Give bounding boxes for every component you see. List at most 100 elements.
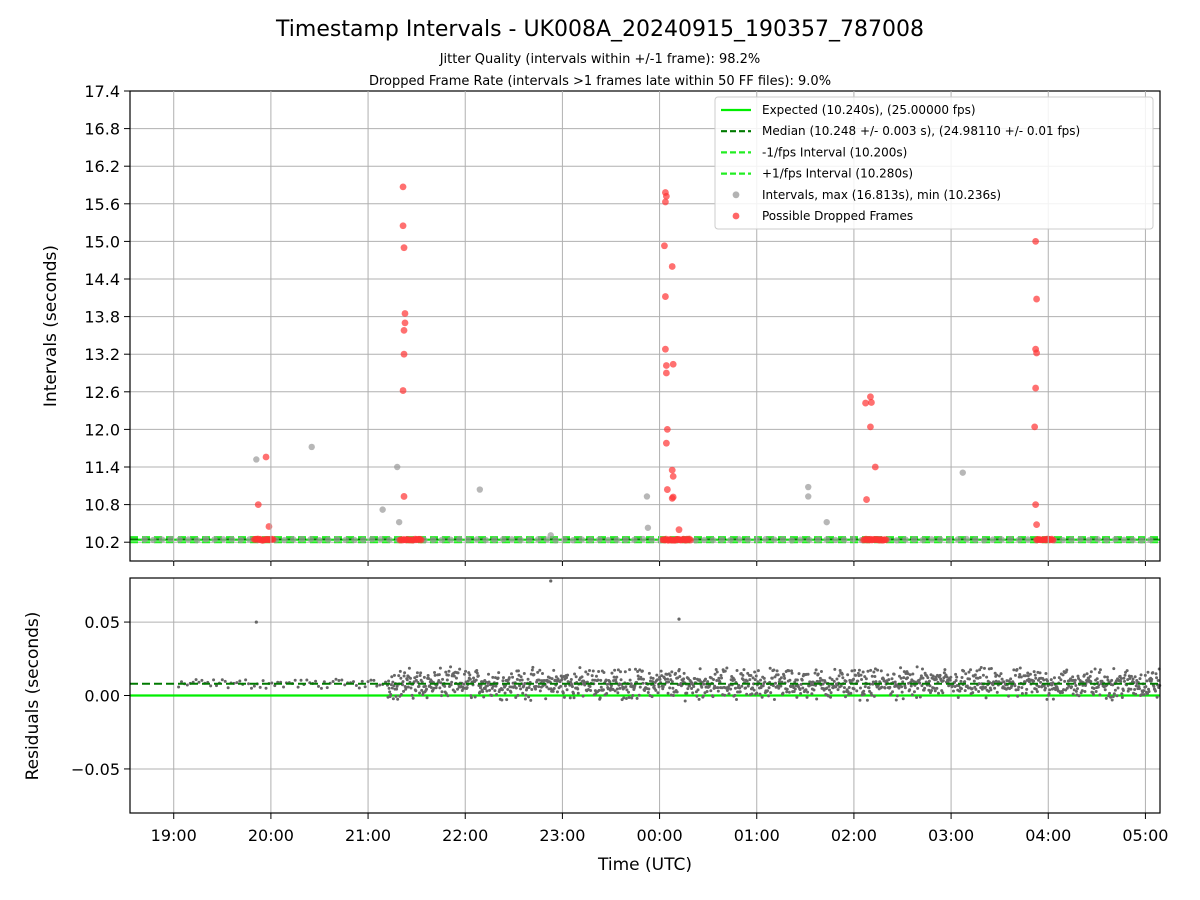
residual-point <box>509 690 513 694</box>
intervals-y-tick-label: 15.6 <box>84 195 120 214</box>
interval-point <box>569 537 577 544</box>
residual-point <box>1105 675 1109 679</box>
residual-point <box>509 672 513 676</box>
residual-point <box>636 674 640 678</box>
dropped-frame-point <box>862 399 869 407</box>
residual-point <box>1037 685 1041 689</box>
residual-point <box>935 686 939 690</box>
dropped-frame-point <box>400 350 408 358</box>
residual-point <box>919 674 923 678</box>
residual-point <box>984 696 988 700</box>
residual-point <box>296 685 300 689</box>
residual-point <box>821 682 825 686</box>
residual-point <box>706 680 710 684</box>
residual-point <box>921 676 925 680</box>
residual-point <box>674 671 678 675</box>
residual-point <box>389 683 393 687</box>
interval-point <box>429 536 437 544</box>
residual-point <box>855 689 859 693</box>
residual-point <box>1133 675 1137 679</box>
residual-point <box>466 679 470 683</box>
residual-point <box>894 698 898 702</box>
interval-point <box>596 536 603 543</box>
residual-point <box>867 686 871 690</box>
residual-point <box>758 692 762 696</box>
residual-point <box>712 677 716 681</box>
residual-point <box>920 684 924 688</box>
residual-point <box>1076 674 1080 678</box>
residual-point <box>973 673 977 677</box>
residual-point <box>395 684 399 688</box>
residual-point <box>833 667 837 671</box>
residual-point <box>963 689 967 693</box>
interval-point <box>797 536 804 543</box>
residual-point <box>1044 671 1048 675</box>
interval-point <box>692 537 699 544</box>
residual-point <box>686 687 690 691</box>
dropped-frame-point <box>401 319 409 327</box>
residual-point <box>893 680 897 684</box>
residual-point <box>415 671 419 675</box>
residual-point <box>449 683 453 687</box>
time-x-tick-label: 21:00 <box>345 826 391 845</box>
residual-point <box>908 673 912 677</box>
residual-point <box>682 671 686 675</box>
dropped-frame-point <box>662 198 669 206</box>
residual-point <box>414 689 418 693</box>
residual-point <box>402 674 406 678</box>
residual-point <box>916 686 920 690</box>
dropped-frame-point <box>662 345 669 353</box>
residual-point <box>485 684 489 688</box>
residual-point <box>562 695 566 699</box>
residual-point <box>779 676 783 680</box>
residual-point <box>676 676 680 680</box>
residual-point <box>872 670 876 674</box>
residual-point <box>387 686 391 690</box>
residual-point <box>711 695 715 699</box>
residual-point <box>1134 684 1138 688</box>
residual-point <box>317 684 321 688</box>
residual-point <box>793 687 797 691</box>
residual-point <box>989 688 993 692</box>
residual-point <box>485 689 489 693</box>
interval-point <box>972 536 979 543</box>
residual-point <box>696 688 700 692</box>
residual-point <box>709 689 713 693</box>
residual-point <box>261 679 265 683</box>
interval-point <box>1068 536 1075 543</box>
residual-point <box>522 672 526 676</box>
interval-point <box>508 536 516 543</box>
residual-point <box>842 686 846 690</box>
residual-point <box>901 697 905 701</box>
residual-point <box>474 678 478 682</box>
interval-point <box>989 536 997 543</box>
residual-point <box>1092 686 1096 690</box>
residual-point <box>903 686 907 690</box>
residual-point <box>516 693 520 697</box>
residual-point <box>969 668 973 672</box>
residual-point <box>861 670 865 674</box>
residual-point <box>425 687 429 691</box>
interval-point <box>395 518 403 526</box>
residual-point <box>923 686 927 690</box>
residual-point <box>449 665 453 669</box>
residual-point <box>832 679 836 683</box>
dropped-frame-point <box>1031 423 1039 431</box>
residual-point <box>1051 681 1055 685</box>
residual-point <box>714 686 718 690</box>
residual-point <box>1020 692 1024 696</box>
residual-point <box>978 668 982 672</box>
residual-point <box>790 669 794 673</box>
residual-point <box>635 696 639 700</box>
residual-point <box>815 697 819 701</box>
residual-point <box>1131 677 1135 681</box>
residual-point <box>1015 667 1019 671</box>
residual-point <box>394 694 398 698</box>
residual-point <box>906 676 910 680</box>
residual-point <box>438 666 442 670</box>
interval-point <box>805 483 812 491</box>
interval-point <box>158 536 166 543</box>
residual-point <box>578 666 582 670</box>
residual-point <box>456 687 460 691</box>
intervals-y-tick-label: 14.4 <box>84 270 120 289</box>
